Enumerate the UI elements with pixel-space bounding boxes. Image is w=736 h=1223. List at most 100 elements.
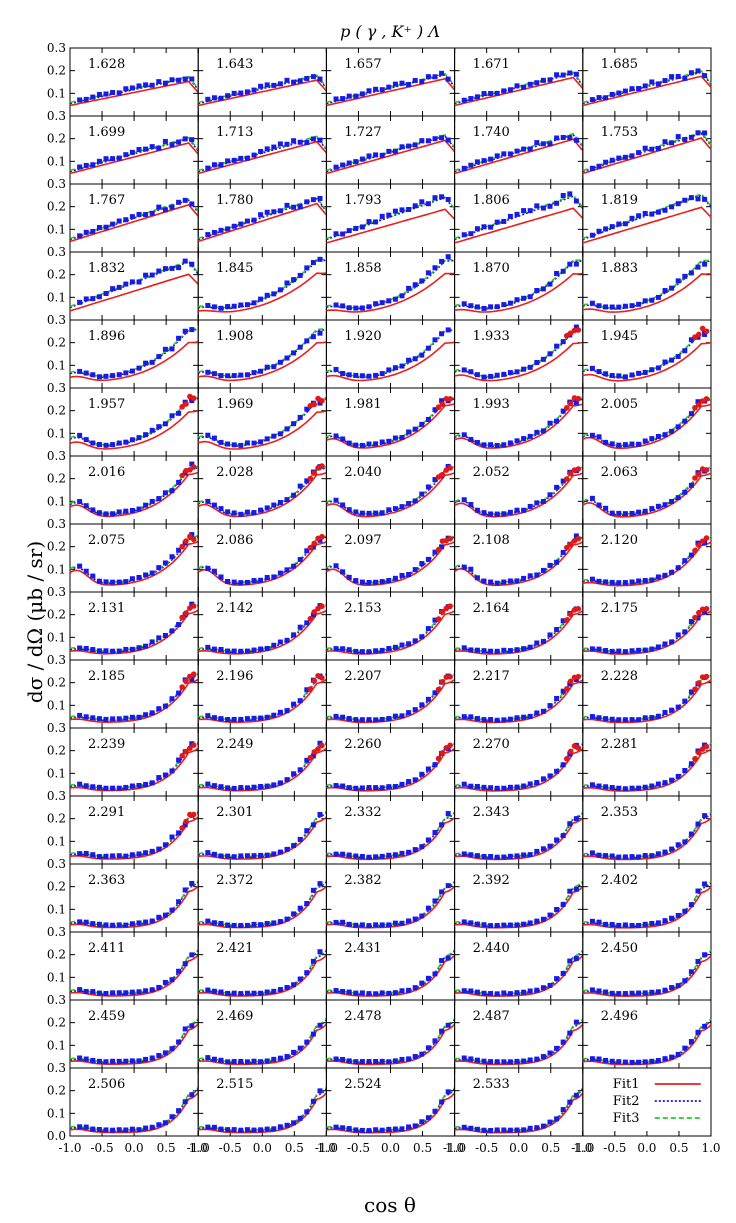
fit-1-curve: [326, 208, 456, 244]
data-point: [488, 991, 494, 997]
data-point: [567, 70, 573, 76]
y-tick-label: 0.3: [47, 381, 66, 395]
data-point: [116, 155, 122, 161]
panel: 1.993: [454, 387, 584, 457]
data-point: [77, 563, 83, 569]
x-tick-label: -0.5: [603, 1141, 626, 1155]
data-point: [231, 579, 237, 585]
data-point: [596, 369, 602, 375]
panel-energy-label: 2.260: [344, 737, 381, 752]
data-point: [271, 712, 277, 718]
data-point: [649, 1058, 655, 1064]
fit-1-curve: [198, 272, 327, 313]
data-point: [432, 477, 438, 483]
data-point: [474, 372, 480, 378]
data-point: [264, 292, 270, 298]
data-point: [399, 363, 405, 369]
data-point: [629, 1059, 635, 1065]
data-point: [136, 365, 142, 371]
data-point: [642, 508, 648, 514]
data-point: [688, 619, 694, 625]
data-point: [169, 488, 175, 494]
data-point: [96, 784, 102, 790]
data-point: [189, 261, 195, 267]
fit-1-curve: [454, 1023, 584, 1066]
data-point: [359, 649, 365, 655]
data-point: [609, 304, 615, 310]
data-point: [573, 400, 579, 406]
y-tick-label: 0.3: [47, 517, 66, 531]
data-point: [77, 712, 83, 718]
data-point: [129, 852, 135, 858]
data-point: [116, 716, 122, 722]
data-point: [110, 286, 116, 292]
data-point: [534, 140, 540, 146]
data-point: [310, 197, 316, 203]
data-point: [123, 370, 129, 376]
data-point: [238, 1127, 244, 1133]
data-point: [688, 337, 694, 343]
y-tick-label: 0.2: [47, 268, 66, 282]
data-point: [507, 991, 513, 997]
data-point: [702, 1023, 708, 1029]
data-point: [534, 80, 540, 86]
data-point: [218, 921, 224, 927]
data-point: [205, 96, 211, 102]
data-point: [439, 331, 445, 337]
panel-energy-label: 1.920: [344, 329, 381, 344]
data-point: [560, 408, 566, 414]
data-point: [507, 1127, 513, 1133]
fit-1-curve: [69, 747, 199, 792]
data-point: [103, 922, 109, 928]
data-point: [277, 287, 283, 293]
data-point-red: [567, 748, 574, 755]
data-point: [340, 162, 346, 168]
data-point: [225, 716, 231, 722]
panel: 2.431: [325, 931, 456, 1001]
data-point-red: [179, 825, 185, 831]
data-point: [474, 1057, 480, 1063]
data-point: [481, 224, 487, 230]
data-point: [110, 156, 116, 162]
data-point: [527, 208, 533, 214]
data-point: [205, 1055, 211, 1061]
data-point: [468, 647, 474, 653]
data-point: [439, 398, 445, 404]
data-point: [399, 80, 405, 86]
data-point: [527, 433, 533, 439]
panel: 2.332: [325, 795, 456, 865]
data-point: [366, 153, 372, 159]
data-point: [143, 272, 149, 278]
data-point: [251, 300, 257, 306]
y-tick-label: 0.2: [47, 1016, 66, 1030]
data-point: [277, 780, 283, 786]
data-point: [488, 785, 494, 791]
data-point: [189, 676, 195, 682]
data-point: [603, 371, 609, 377]
data-point: [333, 96, 339, 102]
data-point-red: [311, 401, 318, 408]
data-point: [527, 852, 533, 858]
data-point: [419, 844, 425, 850]
data-point: [386, 852, 392, 858]
panel: 1.858: [325, 251, 456, 321]
data-point: [182, 822, 188, 828]
data-point: [468, 436, 474, 442]
data-point-red: [703, 743, 710, 750]
data-point-red: [563, 617, 570, 623]
data-point: [609, 990, 615, 996]
data-point: [379, 300, 385, 306]
data-point: [156, 565, 162, 571]
data-point: [340, 303, 346, 309]
panel-energy-label: 2.108: [473, 533, 510, 548]
data-point: [176, 757, 182, 763]
data-point: [616, 442, 622, 448]
data-point: [649, 436, 655, 442]
data-point: [461, 564, 467, 570]
data-point: [399, 920, 405, 926]
data-point: [461, 919, 467, 925]
data-point: [96, 92, 102, 98]
data-point: [110, 373, 116, 379]
panel: 2.196: [197, 659, 327, 729]
